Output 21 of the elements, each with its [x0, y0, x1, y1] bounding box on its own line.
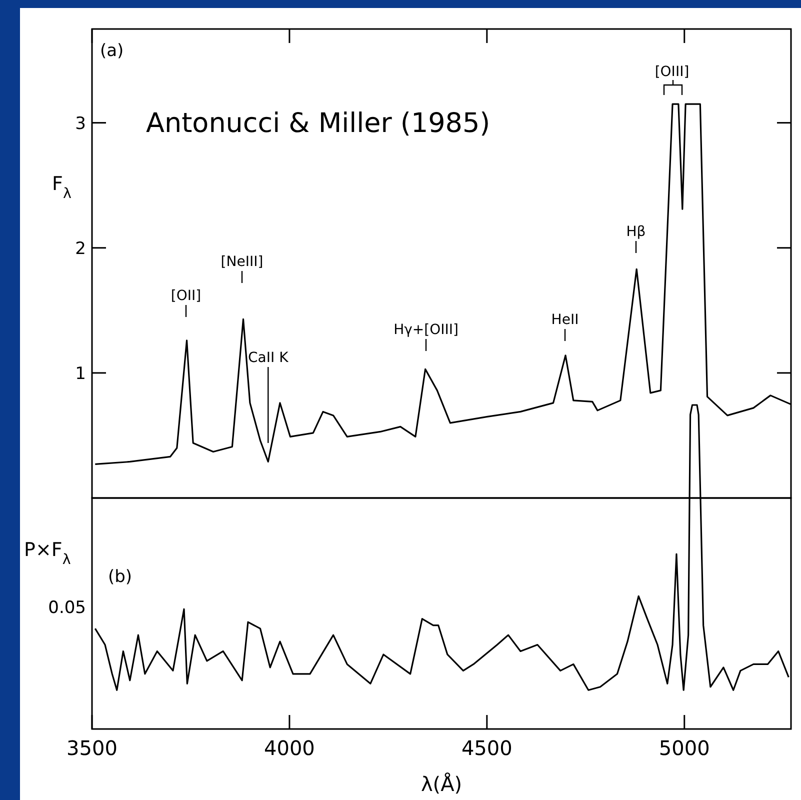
annotation: Hβ — [626, 224, 646, 240]
y-tick-label: 3 — [75, 114, 86, 134]
x-tick-label: 5000 — [658, 736, 710, 760]
x-tick-label: 4000 — [264, 736, 315, 760]
y-tick-label: 2 — [75, 238, 86, 259]
annotation: [NeIII] — [220, 254, 264, 270]
annotation: HeII — [551, 312, 579, 328]
text: 0.05 — [48, 598, 86, 618]
y-axis-title: P×F$_{λ}$ — [24, 539, 72, 568]
annotation: [OII] — [170, 288, 202, 304]
annotation: Hγ+[OIII] — [394, 322, 458, 338]
y-tick-label: 1 — [75, 364, 86, 384]
x-tick-label: 3500 — [66, 736, 118, 760]
annotation: CaII K — [248, 350, 290, 366]
y-axis-title: F$_{λ}$ — [52, 173, 72, 202]
annotation: (a) — [100, 41, 124, 61]
x-tick-label: 4500 — [461, 736, 512, 760]
annotation: (b) — [108, 567, 132, 587]
x-axis-title: λ(Å) — [420, 772, 462, 796]
annotation: [OIII] — [654, 64, 690, 80]
annotation: Antonucci & Miller (1985) — [146, 108, 490, 139]
